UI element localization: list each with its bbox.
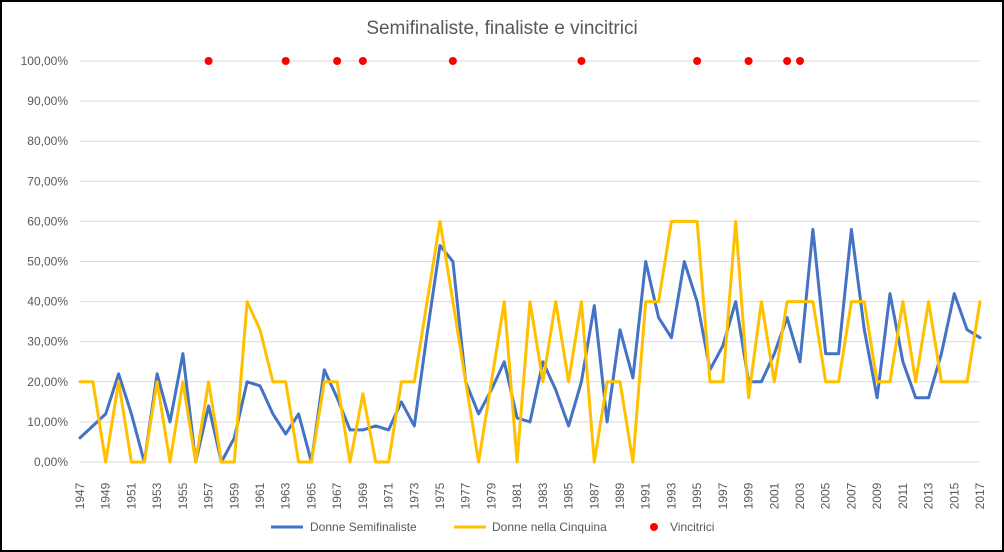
x-tick-label: 1959 <box>227 482 241 509</box>
winner-point <box>577 57 586 65</box>
x-tick-label: 1949 <box>99 482 113 509</box>
y-tick-label: 80,00% <box>27 134 68 148</box>
x-tick-label: 1987 <box>587 482 601 509</box>
x-tick-label: 2001 <box>767 482 781 509</box>
x-tick-label: 1981 <box>510 482 524 509</box>
winner-point <box>358 57 367 65</box>
x-tick-label: 1967 <box>330 482 344 509</box>
legend-marker <box>650 523 658 531</box>
series-line-cinquina <box>78 219 982 464</box>
y-tick-label: 0,00% <box>34 455 68 469</box>
winner-point <box>796 57 804 65</box>
legend-label: Vincitrici <box>670 520 714 534</box>
x-tick-label: 1951 <box>124 482 138 509</box>
y-tick-label: 50,00% <box>27 255 68 269</box>
x-tick-label: 1993 <box>664 482 678 509</box>
y-tick-label: 70,00% <box>27 174 68 188</box>
x-tick-label: 1995 <box>690 482 704 509</box>
chart-title: Semifinaliste, finaliste e vincitrici <box>366 18 637 39</box>
x-tick-label: 1965 <box>304 482 318 509</box>
x-tick-label: 1997 <box>716 482 730 509</box>
x-tick-label: 1971 <box>382 482 396 509</box>
legend-label: Donne nella Cinquina <box>492 520 607 534</box>
series-layer <box>78 57 982 464</box>
x-tick-label: 1973 <box>407 482 421 509</box>
x-tick-label: 1955 <box>176 482 190 509</box>
y-tick-label: 10,00% <box>27 415 68 429</box>
y-tick-label: 60,00% <box>27 214 68 228</box>
x-tick-label: 1969 <box>356 482 370 509</box>
winner-point <box>281 57 290 65</box>
x-tick-label: 1977 <box>459 482 473 509</box>
x-tick-label: 2005 <box>819 482 833 509</box>
x-tick-label: 2003 <box>793 482 807 509</box>
series-line-semifinaliste <box>78 227 982 464</box>
x-tick-label: 2007 <box>844 482 858 509</box>
x-tick-label: 1985 <box>562 482 576 509</box>
x-tick-label: 2009 <box>870 482 884 509</box>
y-tick-label: 20,00% <box>27 375 68 389</box>
legend-label: Donne Semifinaliste <box>310 520 417 534</box>
winner-point <box>744 57 753 65</box>
winner-point <box>333 57 342 65</box>
gridlines <box>80 60 980 463</box>
winner-point <box>783 57 792 65</box>
y-tick-label: 40,00% <box>27 295 68 309</box>
y-tick-label: 100,00% <box>21 54 69 68</box>
x-tick-label: 2011 <box>896 483 910 509</box>
x-tick-label: 1979 <box>484 482 498 509</box>
x-tick-label: 2017 <box>973 482 987 509</box>
winner-point <box>204 57 213 65</box>
legend: Donne Semifinaliste Donne nella Cinquina V… <box>271 520 714 534</box>
x-tick-label: 1975 <box>433 482 447 509</box>
x-tick-label: 1963 <box>279 482 293 509</box>
x-axis-tick-labels: 1947 1949 1951 1953 1955 1957 1959 1961 1963 1965… <box>73 482 987 509</box>
x-tick-label: 1991 <box>639 482 653 509</box>
winner-point <box>693 57 702 65</box>
x-tick-label: 2013 <box>922 482 936 509</box>
y-axis-tick-labels: 0,00% 10,00% 20,00% 30,00% 40,00% 50,00% 60,00… <box>21 54 69 469</box>
y-tick-label: 30,00% <box>27 335 68 349</box>
x-tick-label: 1961 <box>253 482 267 509</box>
x-tick-label: 1999 <box>742 482 756 509</box>
x-tick-label: 1953 <box>150 482 164 509</box>
x-tick-label: 1983 <box>536 482 550 509</box>
y-tick-label: 90,00% <box>27 94 68 108</box>
x-tick-label: 1947 <box>73 482 87 509</box>
x-tick-label: 2015 <box>947 482 961 509</box>
winner-point <box>448 57 457 65</box>
x-tick-label: 1957 <box>202 482 216 509</box>
x-tick-label: 1989 <box>613 482 627 509</box>
